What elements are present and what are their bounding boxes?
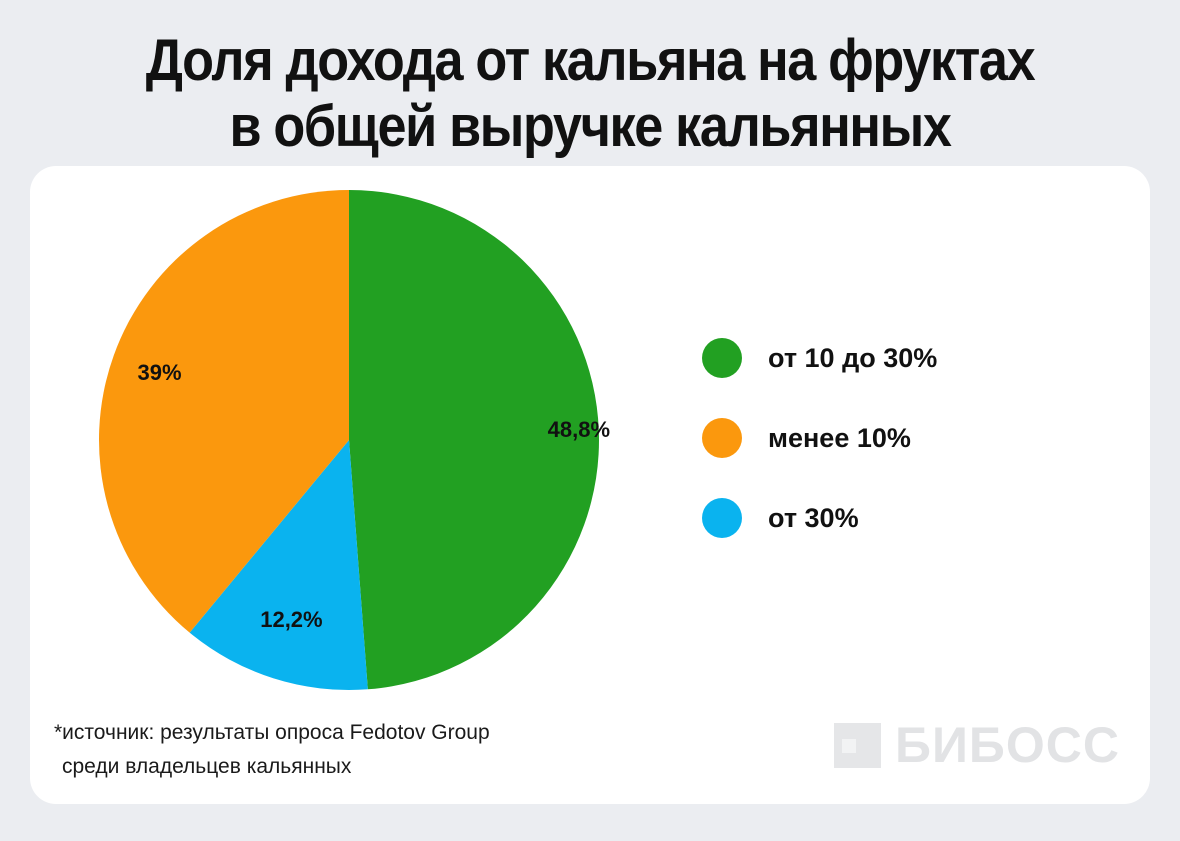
- legend-label: менее 10%: [768, 422, 911, 453]
- legend-item: от 30%: [702, 498, 937, 538]
- brand-logo: БИБОСС: [834, 716, 1120, 774]
- chart-title-line1: Доля дохода от кальяна на фруктах: [145, 28, 1036, 93]
- legend: от 10 до 30% менее 10% от 30%: [702, 338, 937, 578]
- pie-slice: [99, 190, 349, 633]
- pie-chart: 48,8% 12,2% 39%: [99, 190, 610, 690]
- chart-title-line2: в общей выручке кальянных: [229, 94, 951, 159]
- legend-swatch: [702, 498, 742, 538]
- pie-slice: [349, 190, 600, 690]
- legend-swatch: [702, 338, 742, 378]
- pie-slice: [189, 440, 368, 690]
- pie-slice-label: 12,2%: [260, 607, 322, 632]
- legend-swatch: [702, 418, 742, 458]
- source-note: *источник: результаты опроса Fedotov Gro…: [54, 716, 490, 784]
- logo-mark-icon: [834, 722, 881, 768]
- legend-item: менее 10%: [702, 418, 937, 458]
- pie-slice-label: 48,8%: [548, 417, 610, 442]
- logo-text: БИБОСС: [895, 717, 1120, 773]
- pie-slice-label: 39%: [138, 360, 182, 385]
- source-line2: среди владельцев кальянных: [62, 755, 352, 778]
- legend-label: от 10 до 30%: [768, 342, 938, 373]
- chart-card: 48,8% 12,2% 39% от 10 до 30% менее 10% от 30…: [30, 166, 1150, 804]
- legend-label: от 30%: [768, 502, 859, 533]
- source-line1: *источник: результаты опроса Fedotov Gro…: [54, 721, 490, 744]
- legend-item: от 10 до 30%: [702, 338, 937, 378]
- chart-title: Доля дохода от кальяна на фруктах в обще…: [59, 28, 1121, 160]
